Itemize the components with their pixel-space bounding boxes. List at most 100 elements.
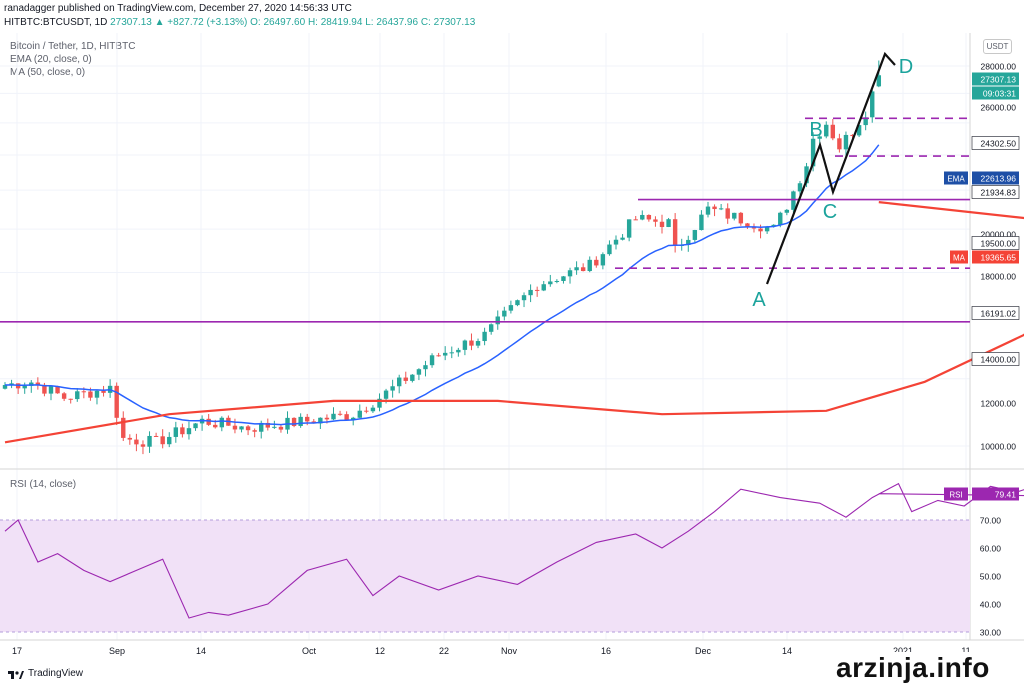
candle-body bbox=[554, 280, 560, 282]
candle-body bbox=[2, 385, 8, 389]
tradingview-footer[interactable]: TradingView bbox=[8, 668, 83, 679]
candle-body bbox=[390, 386, 395, 391]
legend-symbol: Bitcoin / Tether, 1D, HITBTC bbox=[10, 41, 136, 52]
candle-body bbox=[305, 416, 310, 422]
candle-body bbox=[324, 417, 330, 420]
time-tick-label: 16 bbox=[601, 646, 611, 656]
price-label-tag-box bbox=[944, 171, 968, 185]
candle-body bbox=[239, 426, 244, 430]
price-label-box bbox=[971, 136, 1020, 150]
price-tick-label: 28000.00 bbox=[981, 62, 1017, 72]
candle-body bbox=[167, 436, 172, 445]
candle-body bbox=[810, 138, 816, 167]
candle-body bbox=[863, 117, 868, 126]
rsi-line bbox=[4, 482, 1024, 619]
time-tick-label: 14 bbox=[196, 646, 206, 656]
candle-body bbox=[232, 425, 238, 430]
ohlc-values: 27307.13 ▲ +827.72 (+3.13%) O: 26497.60 … bbox=[110, 17, 476, 28]
candle-body bbox=[127, 437, 133, 440]
candle-body bbox=[528, 289, 533, 296]
price-label-2: 24302.50 bbox=[971, 136, 1020, 150]
legend-rsi[interactable]: RSI (14, close) bbox=[10, 479, 77, 490]
candle-body bbox=[580, 267, 586, 272]
time-tick-label: Sep bbox=[109, 646, 125, 656]
candles bbox=[2, 60, 882, 455]
candle-body bbox=[705, 206, 711, 215]
candle-body bbox=[541, 284, 546, 291]
time-tick-label: 22 bbox=[439, 646, 449, 656]
candle-body bbox=[35, 382, 41, 385]
abcd-label-a: A bbox=[752, 289, 766, 311]
candle-body bbox=[771, 224, 776, 227]
candle-body bbox=[745, 223, 750, 228]
rsi-tick-label: 40.00 bbox=[980, 600, 1002, 610]
price-label-5: 19500.00 bbox=[971, 236, 1020, 250]
rsi-band bbox=[0, 520, 970, 632]
candle-body bbox=[94, 390, 100, 398]
ohlc-symbol: HITBTC:BTCUSDT, 1D bbox=[4, 17, 108, 28]
candle-body bbox=[508, 305, 514, 311]
time-tick-label: 14 bbox=[782, 646, 792, 656]
candle-body bbox=[101, 390, 106, 393]
chart-frame bbox=[0, 33, 1024, 641]
candle-body bbox=[219, 417, 225, 428]
candle-body bbox=[173, 427, 179, 437]
time-tick-label: 2021 bbox=[893, 646, 913, 656]
candle-body bbox=[186, 428, 192, 435]
candle-body bbox=[442, 352, 448, 356]
candle-body bbox=[758, 228, 763, 232]
candle-body bbox=[29, 382, 34, 386]
price-label-tag: MA bbox=[953, 253, 966, 262]
candle-body bbox=[843, 134, 849, 150]
candle-body bbox=[140, 444, 146, 447]
price-label-box bbox=[971, 306, 1020, 320]
candle-body bbox=[416, 369, 422, 375]
candle-body bbox=[88, 391, 93, 398]
legend-ma[interactable]: MA (50, close, 0) bbox=[10, 67, 86, 78]
price-label-text: 27307.13 bbox=[981, 74, 1017, 84]
candle-body bbox=[245, 426, 251, 431]
candle-body bbox=[732, 212, 737, 219]
candle-body bbox=[561, 276, 566, 281]
candle-body bbox=[488, 324, 494, 332]
candle-body bbox=[653, 219, 658, 222]
abcd-label-b: B bbox=[809, 119, 822, 141]
candle-body bbox=[114, 385, 119, 418]
candle-body bbox=[383, 390, 389, 399]
candle-body bbox=[193, 423, 198, 429]
price-axis: 28000.00 26000.00 20000.00 18000.00 12000.00… bbox=[944, 62, 1020, 638]
candle-body bbox=[397, 377, 402, 387]
annotations: A B C D bbox=[0, 51, 970, 323]
candle-body bbox=[666, 219, 671, 228]
candle-body bbox=[377, 398, 382, 408]
candle-body bbox=[370, 407, 376, 412]
candle-body bbox=[278, 426, 284, 430]
candle-body bbox=[403, 377, 408, 381]
ma-line bbox=[4, 201, 1024, 444]
candle-body bbox=[180, 427, 185, 435]
candle-body bbox=[534, 289, 540, 291]
price-tick-label: 20000.00 bbox=[981, 230, 1017, 240]
candle-body bbox=[456, 349, 461, 353]
candle-body bbox=[482, 331, 487, 342]
candle-body bbox=[764, 226, 770, 232]
price-label-ma: 19365.65 MA bbox=[950, 250, 1019, 264]
candle-body bbox=[837, 138, 842, 150]
price-label-box bbox=[972, 487, 1019, 501]
abcd-label-d: D bbox=[899, 56, 913, 78]
rsi-tick-label: 30.00 bbox=[980, 628, 1002, 638]
candle-body bbox=[22, 385, 27, 389]
candle-body bbox=[784, 209, 790, 213]
legend-ema[interactable]: EMA (20, close, 0) bbox=[10, 54, 92, 65]
ohlc-line: HITBTC:BTCUSDT, 1D 27307.13 ▲ +827.72 (+… bbox=[4, 17, 475, 28]
candle-body bbox=[344, 414, 349, 420]
candle-body bbox=[68, 398, 73, 400]
indicator-lines bbox=[4, 144, 1024, 619]
candle-body bbox=[81, 391, 87, 393]
candle-body bbox=[213, 424, 218, 428]
candle-body bbox=[659, 221, 665, 228]
currency-button[interactable]: USDT bbox=[983, 39, 1012, 54]
candle-body bbox=[870, 91, 875, 118]
candle-body bbox=[725, 208, 730, 219]
